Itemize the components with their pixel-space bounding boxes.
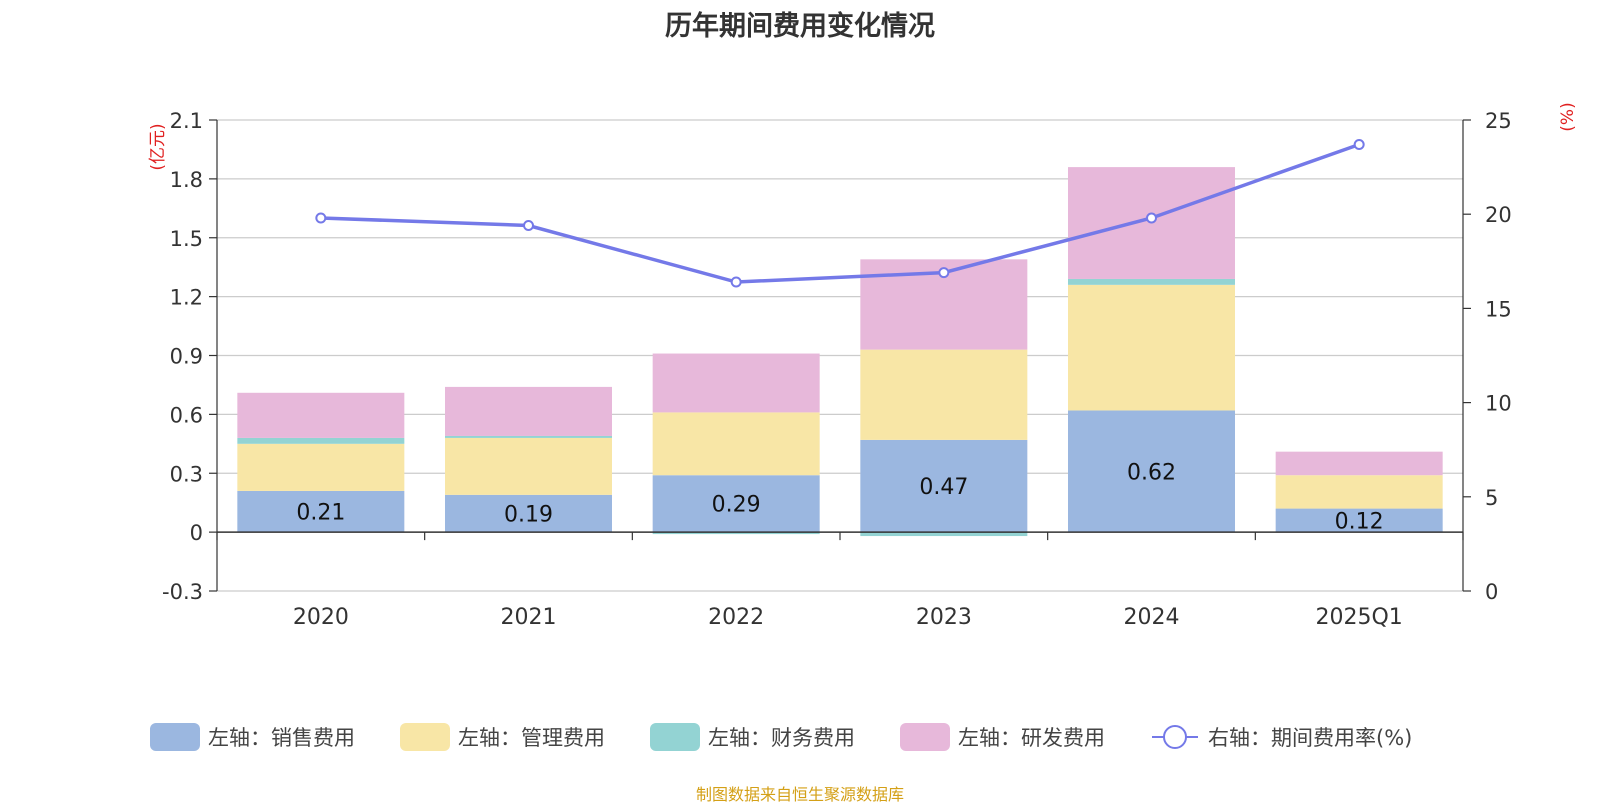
bar-segment-admin: [1275, 475, 1443, 509]
bar-segment-finance: [445, 435, 612, 438]
chart-title: 历年期间费用变化情况: [665, 11, 935, 42]
legend: 左轴：销售费用 左轴：管理费用 左轴：财务费用 左轴：研发费用 右轴：期间费用率…: [0, 722, 1600, 752]
legend-swatch-sales: [150, 723, 200, 751]
bar-segment-admin: [445, 437, 612, 495]
grid-lines: [217, 119, 1463, 592]
bar-segment-admin: [860, 349, 1028, 440]
bar-segment-finance: [1068, 278, 1235, 285]
legend-item-admin[interactable]: 左轴：管理费用: [400, 722, 605, 752]
bar-segment-finance: [237, 437, 405, 444]
category-label: 2023: [916, 605, 972, 630]
rate-point: [938, 267, 950, 279]
legend-item-finance[interactable]: 左轴：财务费用: [650, 722, 855, 752]
legend-label-admin: 左轴：管理费用: [458, 726, 605, 750]
data-label-sales: 0.12: [1335, 509, 1384, 534]
category-label: 2024: [1124, 605, 1180, 630]
chart-canvas: 2.1 1.8 1.5 1.2 0.9 0.6 0.3 0 -0.3 25 20 15 10 5 0 (亿元)…: [148, 102, 1578, 630]
legend-item-rate[interactable]: 右轴：期间费用率(%): [1150, 722, 1412, 752]
axes: 2.1 1.8 1.5 1.2 0.9 0.6 0.3 0 -0.3 25 20 15 10 5 0 (亿元)…: [148, 102, 1578, 630]
category-label: 2020: [293, 605, 349, 630]
bar-segment-sales: [445, 494, 612, 533]
left-axis-tick-label: 0.6: [170, 403, 203, 427]
rate-line-path: [320, 142, 1360, 284]
left-axis-tick-label: 1.2: [170, 286, 203, 310]
bar-segment-sales: [652, 475, 820, 533]
right-axis-tick-label: 5: [1485, 486, 1498, 510]
category-label: 2025Q1: [1316, 605, 1403, 630]
left-axis-unit-label: (亿元): [148, 123, 168, 170]
bars: [237, 167, 1443, 537]
right-axis-tick-label: 25: [1485, 109, 1512, 133]
bar-segment-finance: [652, 532, 820, 535]
left-axis-tick-label: 0.9: [170, 345, 203, 369]
right-axis-tick-label: 15: [1485, 297, 1512, 321]
bar-segment-rnd: [445, 386, 612, 436]
left-axis-tick-label: 0: [190, 521, 203, 545]
bar-segment-admin: [1068, 284, 1235, 411]
legend-item-sales[interactable]: 左轴：销售费用: [150, 722, 355, 752]
left-axis-tick-label: 0.3: [170, 462, 203, 486]
category-label: 2021: [501, 605, 557, 630]
legend-swatch-finance: [650, 723, 700, 751]
left-axis-tick-label: 2.1: [170, 109, 203, 133]
legend-label-sales: 左轴：销售费用: [208, 726, 355, 750]
rate-point: [1146, 212, 1157, 224]
left-axis-tick-label: 1.5: [170, 227, 203, 251]
bar-segment-rnd: [652, 353, 820, 413]
rate-point: [523, 220, 534, 232]
rate-point: [315, 212, 327, 224]
bar-segment-sales: [860, 439, 1028, 533]
left-axis-tick-label: -0.3: [162, 580, 203, 604]
legend-label-rate: 右轴：期间费用率(%): [1208, 726, 1413, 750]
bar-segment-admin: [652, 412, 820, 476]
right-axis-tick-label: 10: [1485, 392, 1512, 416]
legend-swatch-rnd: [900, 723, 950, 751]
rate-point: [730, 276, 742, 288]
bar-segment-sales: [1275, 508, 1443, 533]
data-label-sales: 0.47: [919, 475, 968, 500]
data-label-sales: 0.21: [296, 501, 345, 526]
rate-line: [315, 138, 1365, 288]
right-axis-tick-label: 0: [1485, 580, 1498, 604]
legend-label-rnd: 左轴：研发费用: [958, 726, 1105, 750]
category-label: 2022: [708, 605, 764, 630]
right-axis-unit-label: (%): [1558, 102, 1578, 131]
data-label-sales: 0.62: [1127, 460, 1176, 485]
bar-segment-rnd: [1275, 451, 1443, 476]
bar-segment-admin: [237, 443, 405, 491]
bar-segment-finance: [860, 532, 1028, 537]
bar-segment-rnd: [237, 392, 405, 438]
legend-swatch-admin: [400, 723, 450, 751]
legend-label-finance: 左轴：财务费用: [708, 726, 855, 750]
data-label-sales: 0.19: [504, 502, 553, 527]
legend-line-circle-icon: [1152, 725, 1198, 749]
data-label-sales: 0.29: [712, 493, 761, 518]
bar-segment-sales: [237, 490, 405, 533]
right-axis-tick-label: 20: [1485, 203, 1512, 227]
legend-item-rnd[interactable]: 左轴：研发费用: [900, 722, 1105, 752]
left-axis-tick-label: 1.8: [170, 168, 203, 192]
data-labels: 0.21 0.19 0.29 0.47 0.62 0.12: [296, 460, 1383, 534]
source-note: 制图数据来自恒生聚源数据库: [695, 785, 904, 804]
bar-segment-sales: [1068, 410, 1235, 533]
rate-point: [1353, 138, 1365, 150]
